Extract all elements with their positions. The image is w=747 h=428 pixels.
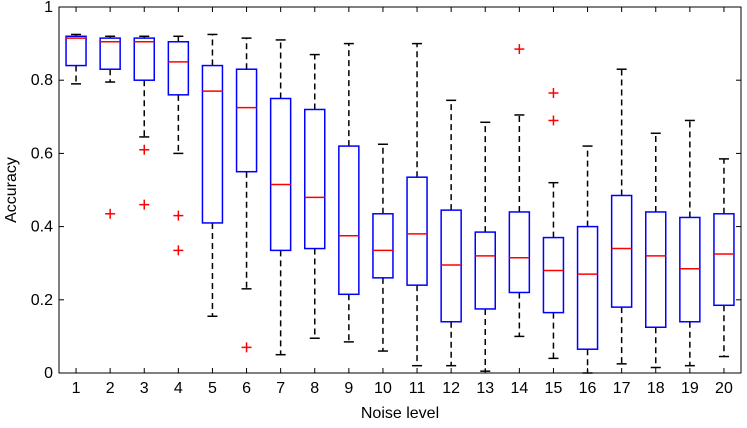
axes-layer: 00.20.40.60.811 2 3 4 5 6 7 8 9 10 11 12 13 14 15 16 17 1… <box>31 0 741 397</box>
box-group-9 <box>338 42 360 343</box>
y-tick-label: 0.4 <box>31 219 53 236</box>
y-tick-label: 1 <box>44 0 53 16</box>
box-group-16 <box>576 145 599 374</box>
outlier-marker <box>514 44 525 55</box>
x-tick-label: 1 <box>72 380 81 397</box>
outlier-marker <box>139 144 150 155</box>
iqr-box <box>645 211 667 329</box>
x-tick-label: 7 <box>276 380 285 397</box>
iqr-box <box>338 145 360 296</box>
x-tick-label: 18 <box>647 380 665 397</box>
y-tick-label: 0.8 <box>31 72 53 89</box>
boxes-layer <box>65 33 735 374</box>
iqr-box <box>508 211 531 294</box>
box-group-20 <box>713 158 735 358</box>
x-tick-label: 11 <box>409 380 426 397</box>
plot-frame <box>58 6 742 374</box>
x-tick-label: 10 <box>374 380 392 397</box>
box-group-14 <box>508 44 531 338</box>
iqr-box <box>440 209 462 323</box>
x-tick-label: 16 <box>579 380 597 397</box>
box-group-5 <box>201 33 224 318</box>
outlier-marker <box>241 342 252 353</box>
x-tick-label: 17 <box>613 380 631 397</box>
box-group-8 <box>304 53 326 339</box>
iqr-box <box>679 216 701 323</box>
x-tick-label: 12 <box>442 380 460 397</box>
x-tick-label: 20 <box>715 380 733 397</box>
box-group-18 <box>645 132 667 369</box>
iqr-box <box>474 231 496 310</box>
x-tick-label: 19 <box>681 380 699 397</box>
box-group-6 <box>235 37 258 353</box>
iqr-box <box>269 97 292 252</box>
y-tick-label: 0.6 <box>31 145 53 162</box>
y-tick-label: 0 <box>44 365 53 382</box>
box-group-12 <box>440 99 462 367</box>
outlier-marker <box>173 210 184 221</box>
x-axis-label: Noise level <box>361 405 439 422</box>
outlier-marker <box>548 88 559 99</box>
x-tick-label: 5 <box>208 380 217 397</box>
x-tick-label: 4 <box>174 380 183 397</box>
outlier-marker <box>139 199 150 210</box>
box-group-2 <box>99 35 121 219</box>
iqr-box <box>167 41 190 96</box>
box-group-19 <box>679 119 701 367</box>
iqr-box <box>372 213 394 279</box>
box-group-13 <box>474 121 496 372</box>
x-tick-label: 3 <box>140 380 149 397</box>
outlier-marker <box>548 115 559 126</box>
x-tick-label: 15 <box>545 380 563 397</box>
iqr-box <box>542 236 565 314</box>
iqr-box <box>65 35 87 67</box>
iqr-box <box>304 108 326 250</box>
x-tick-label: 2 <box>106 380 115 397</box>
iqr-box <box>406 176 428 286</box>
box-group-17 <box>610 68 633 365</box>
outlier-marker <box>105 208 116 219</box>
iqr-box <box>713 213 735 307</box>
y-tick-label: 0.2 <box>31 292 53 309</box>
x-tick-label: 9 <box>344 380 353 397</box>
x-tick-label: 13 <box>476 380 494 397</box>
iqr-box <box>235 68 258 173</box>
box-group-3 <box>133 35 155 210</box>
iqr-box <box>133 37 155 81</box>
iqr-box <box>201 64 224 224</box>
x-tick-label: 14 <box>510 380 528 397</box>
x-tick-label: 6 <box>242 380 251 397</box>
box-group-15 <box>542 88 565 360</box>
outlier-marker <box>173 245 184 256</box>
box-group-10 <box>372 143 394 352</box>
box-group-11 <box>406 42 428 367</box>
box-group-1 <box>65 33 87 85</box>
box-group-4 <box>167 35 190 256</box>
box-group-7 <box>269 39 292 356</box>
iqr-box <box>610 194 633 308</box>
y-axis-label: Accuracy <box>3 157 20 223</box>
x-tick-label: 8 <box>310 380 319 397</box>
iqr-box <box>576 225 599 350</box>
iqr-box <box>99 37 121 70</box>
